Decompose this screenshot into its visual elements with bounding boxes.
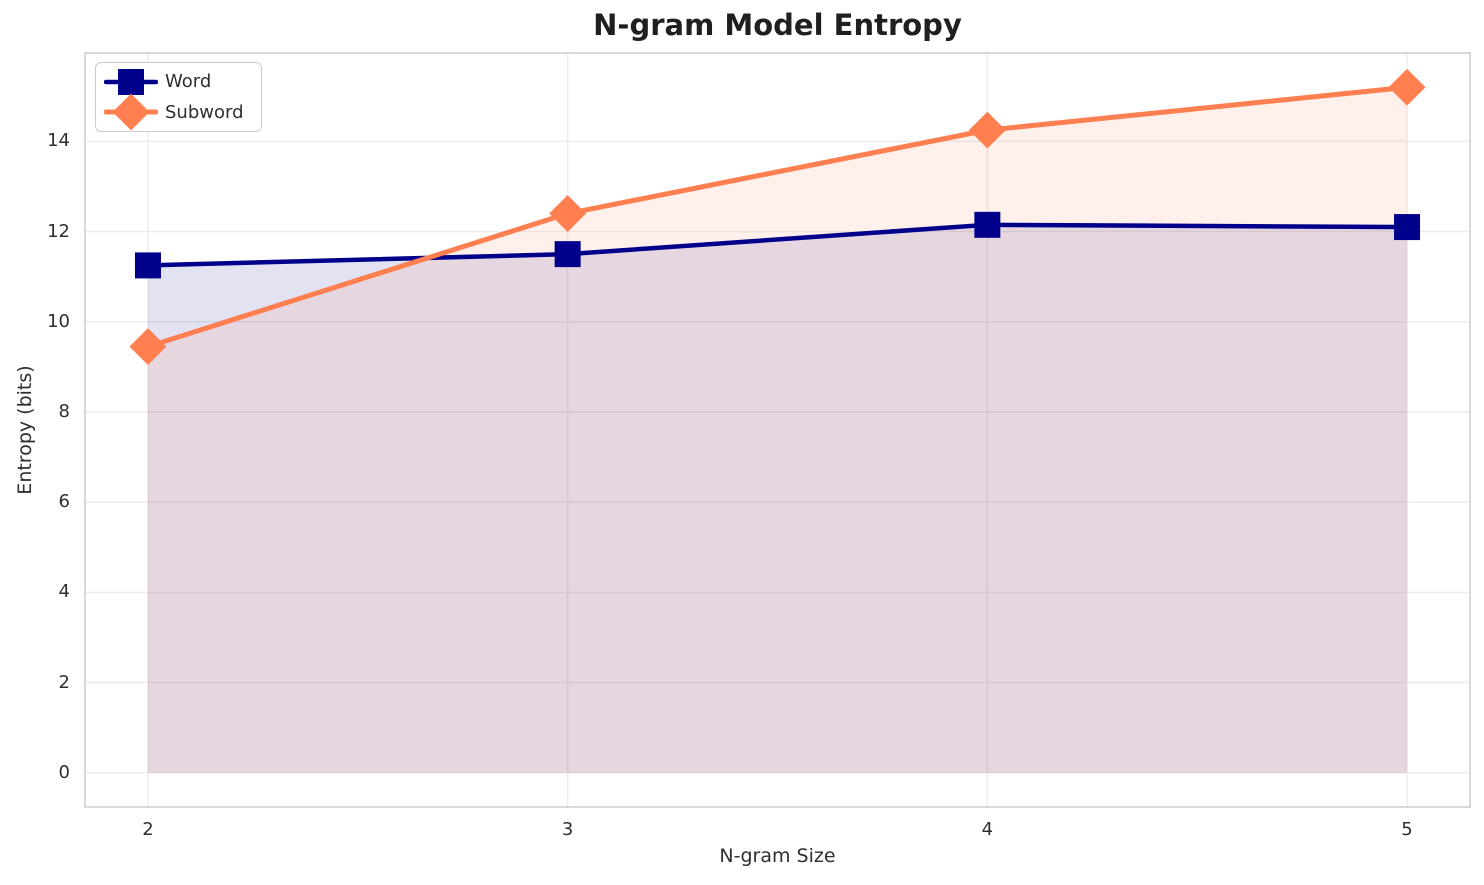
plot-background [85,53,1470,807]
series-word-marker [1394,214,1421,241]
y-tick-label: 10 [47,310,70,332]
x-axis-label: N-gram Size [719,845,836,867]
series-word-marker [134,252,161,279]
series-subword-marker [968,111,1006,149]
series-word-fill [147,224,1408,773]
word-line-marker-icon [104,68,158,95]
square-marker-icon [118,68,144,95]
series-word-line [145,222,1410,268]
legend: Word Subword [95,62,262,132]
series-subword-marker [129,328,167,365]
y-axis-label: Entropy (bits) [14,365,36,495]
series-word-marker [554,241,581,268]
series-subword-marker [1388,68,1426,106]
x-tick-label: 2 [142,819,154,840]
chart-title: N-gram Model Entropy [593,8,962,42]
legend-label-subword: Subword [165,101,244,123]
y-tick-label: 8 [58,400,70,422]
series-subword-line [145,84,1410,350]
x-tick-label: 3 [561,819,574,840]
y-tick-label: 14 [47,130,70,152]
y-tick-label: 0 [58,761,70,783]
y-tick-label: 2 [58,671,70,693]
series-word-marker [974,211,1001,238]
legend-item-word: Word [104,67,253,97]
plot-border [84,52,1471,808]
x-tick-label: 4 [981,819,994,840]
y-tick-label: 12 [47,220,70,242]
subword-line-marker-icon [104,93,158,131]
series-subword-marker [549,195,587,232]
y-tick-label: 4 [58,581,70,603]
y-tick-label: 6 [58,491,70,513]
diamond-marker-icon [112,93,150,131]
legend-label-word: Word [165,71,212,93]
x-tick-label: 5 [1401,819,1413,840]
legend-item-subword: Subword [104,93,253,131]
